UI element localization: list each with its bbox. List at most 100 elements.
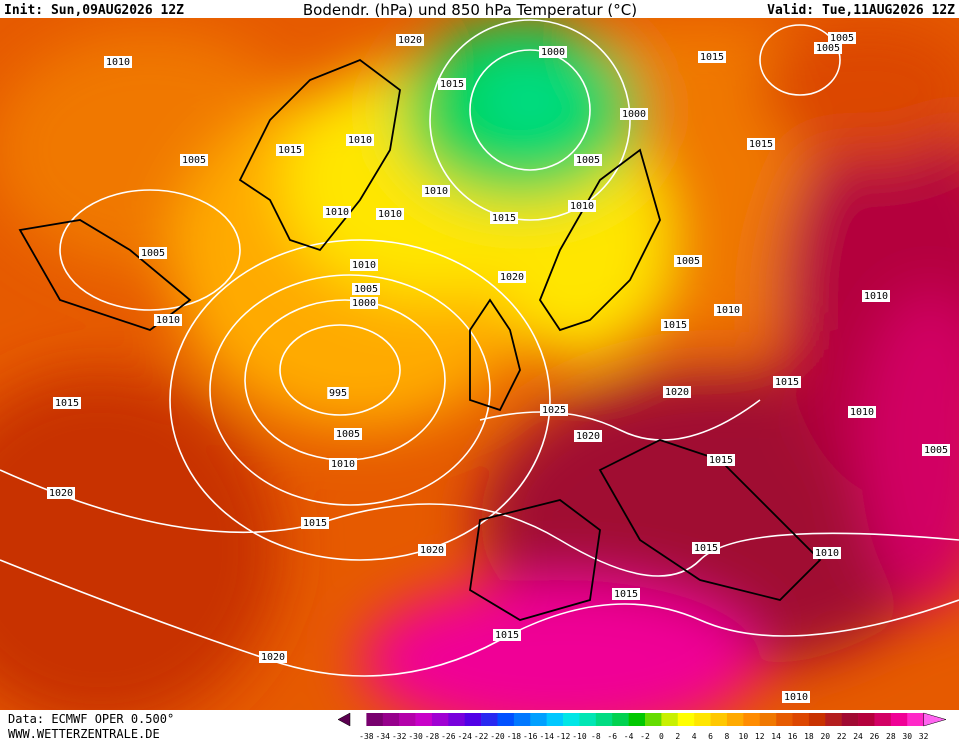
isobar-label: 1020 bbox=[420, 545, 444, 556]
isobar-label-bg bbox=[848, 406, 876, 418]
isobar-label: 1010 bbox=[348, 135, 372, 146]
isobar-label: 1020 bbox=[500, 272, 524, 283]
isobar-label-bg bbox=[418, 544, 446, 556]
colorbar-label: 30 bbox=[902, 732, 912, 741]
isobar-label: 1005 bbox=[816, 43, 840, 54]
colorbar-label: -14 bbox=[539, 732, 554, 741]
colorbar-bin bbox=[825, 713, 842, 726]
colorbar-bin bbox=[497, 713, 515, 726]
isobar-label: 1005 bbox=[924, 445, 948, 456]
isobar-label-bg bbox=[493, 629, 521, 641]
temperature-field bbox=[0, 18, 959, 710]
isobar-label: 1010 bbox=[850, 407, 874, 418]
isobar-label-bg bbox=[334, 428, 362, 440]
data-source: Data: ECMWF OPER 0.500° bbox=[8, 712, 174, 726]
isobar-label: 1010 bbox=[784, 692, 808, 703]
colorbar-bin bbox=[759, 713, 777, 726]
colorbar-label: -4 bbox=[624, 732, 634, 741]
isobar-label-bg bbox=[276, 144, 304, 156]
isobar-label: 1005 bbox=[182, 155, 206, 166]
colorbar-bin bbox=[382, 713, 400, 726]
isobar-label: 1010 bbox=[716, 305, 740, 316]
colorbar-label: -30 bbox=[408, 732, 423, 741]
isobar-label: 1005 bbox=[676, 256, 700, 267]
isobar-label: 1015 bbox=[749, 139, 773, 150]
colorbar-bin bbox=[399, 713, 416, 726]
colorbar-label: 10 bbox=[739, 732, 749, 741]
colorbar-bin bbox=[792, 713, 810, 726]
colorbar-bin bbox=[481, 713, 498, 726]
isobar-label: 1015 bbox=[55, 398, 79, 409]
colorbar-bin bbox=[677, 713, 695, 726]
colorbar-label: -38 bbox=[359, 732, 374, 741]
isobar-label: 1005 bbox=[830, 33, 854, 44]
colorbar-label: 12 bbox=[755, 732, 765, 741]
isobar-label-bg bbox=[692, 542, 720, 554]
isobar-label: 1005 bbox=[141, 248, 165, 259]
colorbar-label: 6 bbox=[708, 732, 713, 741]
colorbar-label: 22 bbox=[837, 732, 847, 741]
isobar-label: 1000 bbox=[622, 109, 646, 120]
colorbar-bin bbox=[628, 713, 646, 726]
colorbar-label: -6 bbox=[607, 732, 617, 741]
valid-time: Valid: Tue,11AUG2026 12Z bbox=[767, 3, 955, 18]
colorbar-bin bbox=[530, 713, 547, 726]
isobar-label: 1015 bbox=[492, 213, 516, 224]
colorbar-bin bbox=[661, 713, 679, 726]
colorbar-label: 16 bbox=[788, 732, 798, 741]
isobar-label: 1005 bbox=[336, 429, 360, 440]
colorbar-label: -10 bbox=[572, 732, 587, 741]
isobar-label: 1015 bbox=[303, 518, 327, 529]
isobar-label-bg bbox=[862, 290, 890, 302]
colorbar-bin bbox=[808, 713, 826, 726]
isobar-label: 1020 bbox=[261, 652, 285, 663]
isobar-label: 1010 bbox=[325, 207, 349, 218]
isobar-label: 1000 bbox=[541, 47, 565, 58]
map-title: Bodendr. (hPa) und 850 hPa Temperatur (°… bbox=[303, 1, 637, 19]
isobar-label-bg bbox=[922, 444, 950, 456]
isobar-label-bg bbox=[329, 458, 357, 470]
isobar-label: 1015 bbox=[495, 630, 519, 641]
isobar-label: 1010 bbox=[815, 548, 839, 559]
colorbar-label: -16 bbox=[523, 732, 538, 741]
colorbar-label: 28 bbox=[886, 732, 896, 741]
isobar-label-bg bbox=[490, 212, 518, 224]
colorbar-label: -22 bbox=[474, 732, 489, 741]
isobar-label-bg bbox=[259, 651, 287, 663]
isobar-label-bg bbox=[350, 259, 378, 271]
isobar-label-bg bbox=[323, 206, 351, 218]
isobar-label: 1015 bbox=[700, 52, 724, 63]
isobar-label-bg bbox=[53, 397, 81, 409]
colorbar-label: 24 bbox=[853, 732, 863, 741]
colorbar-bin bbox=[513, 713, 531, 726]
colorbar-bin bbox=[890, 713, 908, 726]
colorbar-label: -20 bbox=[490, 732, 505, 741]
colorbar-label: -32 bbox=[392, 732, 407, 741]
colorbar-bin bbox=[579, 713, 597, 726]
coastlines bbox=[18, 58, 822, 621]
isobar-label: 1015 bbox=[709, 455, 733, 466]
colorbar-bin bbox=[874, 713, 892, 726]
colorbar-label: 14 bbox=[771, 732, 781, 741]
init-time: Init: Sun,09AUG2026 12Z bbox=[4, 3, 184, 18]
colorbar-bin bbox=[612, 713, 629, 726]
isobar-label-bg bbox=[180, 154, 208, 166]
isobar-label-bg bbox=[154, 314, 182, 326]
colorbar-label: -18 bbox=[507, 732, 522, 741]
colorbar-bin bbox=[595, 713, 613, 726]
isobar-label-bg bbox=[540, 404, 568, 416]
isobar-label-bg bbox=[620, 108, 648, 120]
colorbar-bin bbox=[907, 713, 924, 726]
isobar-label-bg bbox=[422, 185, 450, 197]
isobar-label: 1005 bbox=[576, 155, 600, 166]
colorbar-label: 20 bbox=[820, 732, 830, 741]
isobar-label: 1010 bbox=[570, 201, 594, 212]
isobar-label: 1005 bbox=[354, 284, 378, 295]
isobar-label: 1015 bbox=[775, 377, 799, 388]
colorbar-bin bbox=[858, 713, 875, 726]
isobar-label-bg bbox=[301, 517, 329, 529]
isobar-label: 1020 bbox=[576, 431, 600, 442]
isobar-label-bg bbox=[574, 430, 602, 442]
